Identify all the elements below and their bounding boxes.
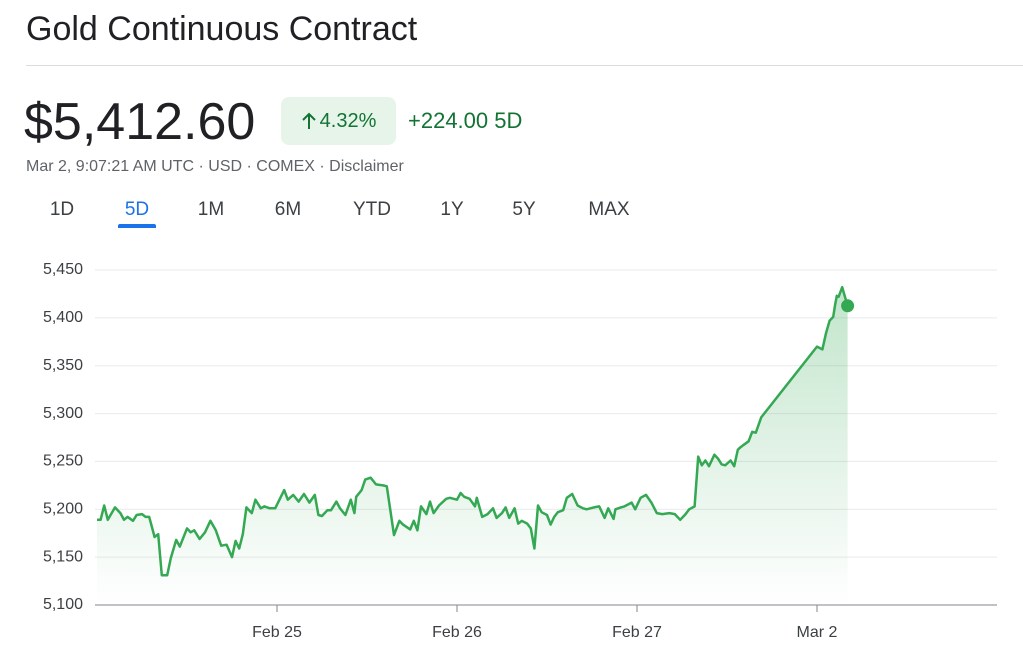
- subline: Mar 2, 9:07:21 AM UTC · USD · COMEX · Di…: [26, 158, 404, 175]
- y-tick-label: 5,250: [43, 453, 83, 470]
- tab-underline: [118, 224, 156, 228]
- up-arrow: [301, 112, 316, 129]
- price: $5,412.60: [24, 93, 256, 151]
- change-percent: 4.32%: [319, 109, 377, 132]
- range-tab[interactable]: 1Y: [440, 199, 464, 220]
- period: 5D: [494, 108, 523, 133]
- y-tick-label: 5,450: [43, 261, 83, 278]
- price-line: [97, 285, 849, 577]
- last-point: [841, 299, 855, 313]
- y-tick-label: 5,400: [43, 309, 83, 326]
- range-tab[interactable]: MAX: [588, 199, 630, 220]
- x-tick-label: Feb 26: [432, 624, 482, 641]
- y-tick-label: 5,350: [43, 357, 83, 374]
- range-tab[interactable]: 5Y: [512, 199, 536, 220]
- y-tick-label: 5,150: [43, 548, 83, 565]
- range-tab[interactable]: 6M: [274, 199, 302, 220]
- range-tab[interactable]: YTD: [353, 199, 391, 220]
- title: Gold Continuous Contract: [26, 10, 418, 48]
- range-tab[interactable]: 1M: [197, 199, 225, 220]
- x-tick-label: Feb 25: [252, 624, 302, 641]
- y-tick-label: 5,300: [43, 405, 83, 422]
- change-value: +224.00: [408, 108, 489, 133]
- range-tab[interactable]: 5D: [124, 199, 150, 220]
- change: +224.00 5D: [408, 108, 522, 134]
- change-pill: 4.32%: [281, 97, 396, 145]
- divider: [26, 65, 1023, 66]
- range-tab[interactable]: 1D: [49, 199, 75, 220]
- y-tick-label: 5,200: [43, 501, 83, 518]
- y-tick-label: 5,100: [43, 596, 83, 613]
- x-tick-label: Feb 27: [612, 624, 662, 641]
- area: [97, 287, 848, 605]
- x-tick-label: Mar 2: [797, 624, 838, 641]
